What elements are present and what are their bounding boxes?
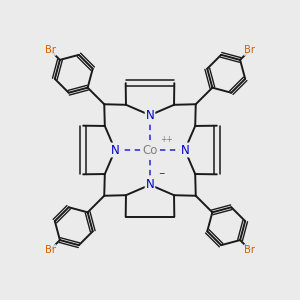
Text: ++: ++ [160,135,173,144]
Text: Br: Br [244,45,255,56]
Text: Co: Co [142,143,158,157]
Text: Br: Br [45,244,56,255]
Text: −: − [158,169,164,178]
Text: N: N [181,143,189,157]
Text: Br: Br [244,244,255,255]
Text: N: N [146,178,154,191]
Text: N: N [111,143,119,157]
Text: N: N [146,109,154,122]
Text: Br: Br [45,45,56,56]
